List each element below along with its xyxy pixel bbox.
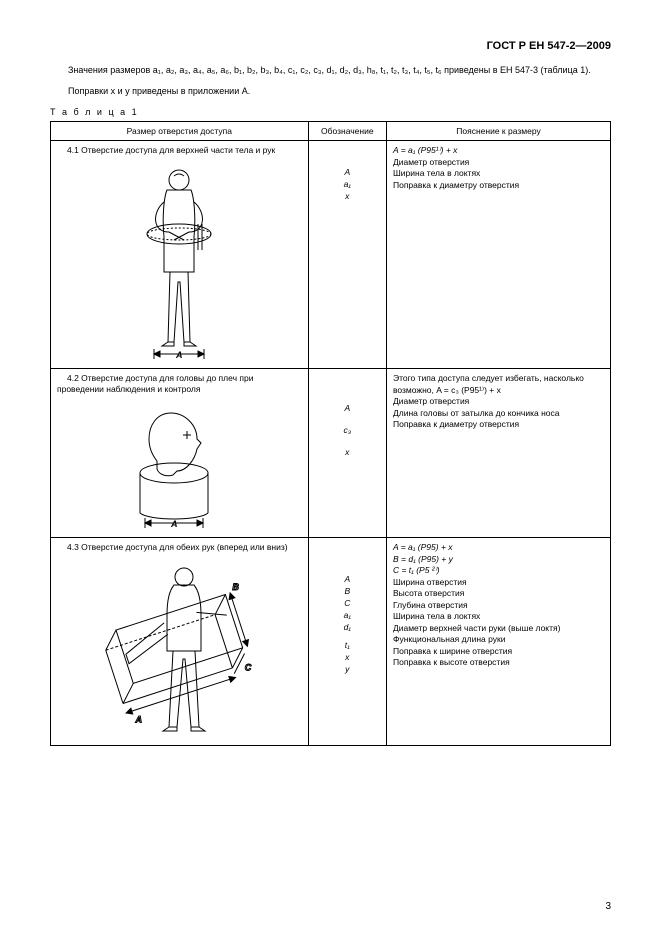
desc-text: Ширина тела в локтях (393, 168, 480, 178)
symbol-stack: A B C a₁ d₁ t₁ x y (315, 542, 380, 675)
symbol-stack: A a₁ x (315, 145, 380, 203)
col-header-3: Пояснение к размеру (386, 122, 610, 141)
formula: A = a₁ (P95¹⁾) + x (393, 145, 604, 156)
desc-text: Диаметр верхней части руки (выше локтя) (393, 623, 560, 633)
table-row: 4.3 Отверстие доступа для обеих рук (впе… (51, 538, 611, 746)
row-title: 4.2 Отверстие доступа для головы до плеч… (57, 373, 302, 395)
col-header-1: Размер отверстия доступа (51, 122, 309, 141)
formula: A = a₁ (P95) + x (393, 542, 604, 553)
symbol: t₁ (345, 640, 350, 652)
desc-block: A = a₁ (P95) + x B = d₁ (P95) + y C = t₁… (393, 542, 604, 668)
desc-text: Поправка к диаметру отверстия (393, 180, 519, 190)
table-label: Т а б л и ц а 1 (50, 107, 611, 117)
symbol: d₁ (344, 622, 351, 634)
page-number: 3 (605, 901, 611, 912)
symbol: B (344, 586, 350, 598)
svg-text:B: B (233, 583, 240, 593)
figure-both-arms: B C A (89, 559, 269, 739)
svg-text:C: C (245, 663, 252, 673)
svg-text:A: A (170, 519, 178, 529)
desc-pre: Этого типа доступа следует избегать, нас… (393, 373, 604, 396)
page: ГОСТ Р ЕН 547-2—2009 Значения размеров a… (0, 0, 661, 936)
desc-text: Глубина отверстия (393, 600, 468, 610)
intro-line-2: Поправки x и y приведены в приложении А. (50, 85, 611, 97)
symbol: a₁ (344, 179, 351, 191)
symbol: c₃ (343, 425, 351, 437)
table-row: 4.2 Отверстие доступа для головы до плеч… (51, 369, 611, 538)
svg-text:A: A (135, 715, 143, 725)
formula: B = d₁ (P95) + y (393, 554, 604, 565)
symbol: a₁ (344, 610, 351, 622)
main-table: Размер отверстия доступа Обозначение Поя… (50, 121, 611, 746)
symbol: A (344, 167, 350, 179)
figure-body-upper: A (124, 162, 234, 362)
symbol: A (344, 403, 350, 415)
desc-text: Диаметр отверстия (393, 396, 469, 406)
doc-title: ГОСТ Р ЕН 547-2—2009 (50, 40, 611, 52)
symbol: C (344, 598, 350, 610)
desc-text: Диаметр отверстия (393, 157, 469, 167)
desc-text: Функциональная длина руки (393, 634, 505, 644)
desc-block: A = a₁ (P95¹⁾) + x Диаметр отверстия Шир… (393, 145, 604, 191)
symbol-stack: A c₃ x (315, 373, 380, 459)
intro-line-1: Значения размеров a₁, a₂, a₃, a₄, a₅, a₆… (50, 64, 611, 76)
figure-head: A (119, 401, 239, 531)
table-row: 4.1 Отверстие доступа для верхней части … (51, 141, 611, 369)
desc-text: Ширина тела в локтях (393, 611, 480, 621)
row-title: 4.3 Отверстие доступа для обеих рук (впе… (57, 542, 302, 553)
desc-text: Поправка к ширине отверстия (393, 646, 512, 656)
desc-text: Длина головы от затылка до кончика носа (393, 408, 560, 418)
formula: C = t₁ (P5 ²⁾) (393, 565, 604, 576)
symbol: x (345, 652, 349, 664)
col-header-2: Обозначение (308, 122, 386, 141)
desc-text: Ширина отверстия (393, 577, 467, 587)
symbol: x (345, 191, 349, 203)
desc-text: Высота отверстия (393, 588, 464, 598)
desc-text: Поправка к диаметру отверстия (393, 419, 519, 429)
symbol: x (345, 447, 349, 459)
symbol: y (345, 664, 349, 676)
row-title: 4.1 Отверстие доступа для верхней части … (57, 145, 302, 156)
desc-text: Поправка к высоте отверстия (393, 657, 510, 667)
desc-block: Этого типа доступа следует избегать, нас… (393, 373, 604, 430)
svg-text:A: A (175, 350, 183, 360)
symbol: A (344, 574, 350, 586)
